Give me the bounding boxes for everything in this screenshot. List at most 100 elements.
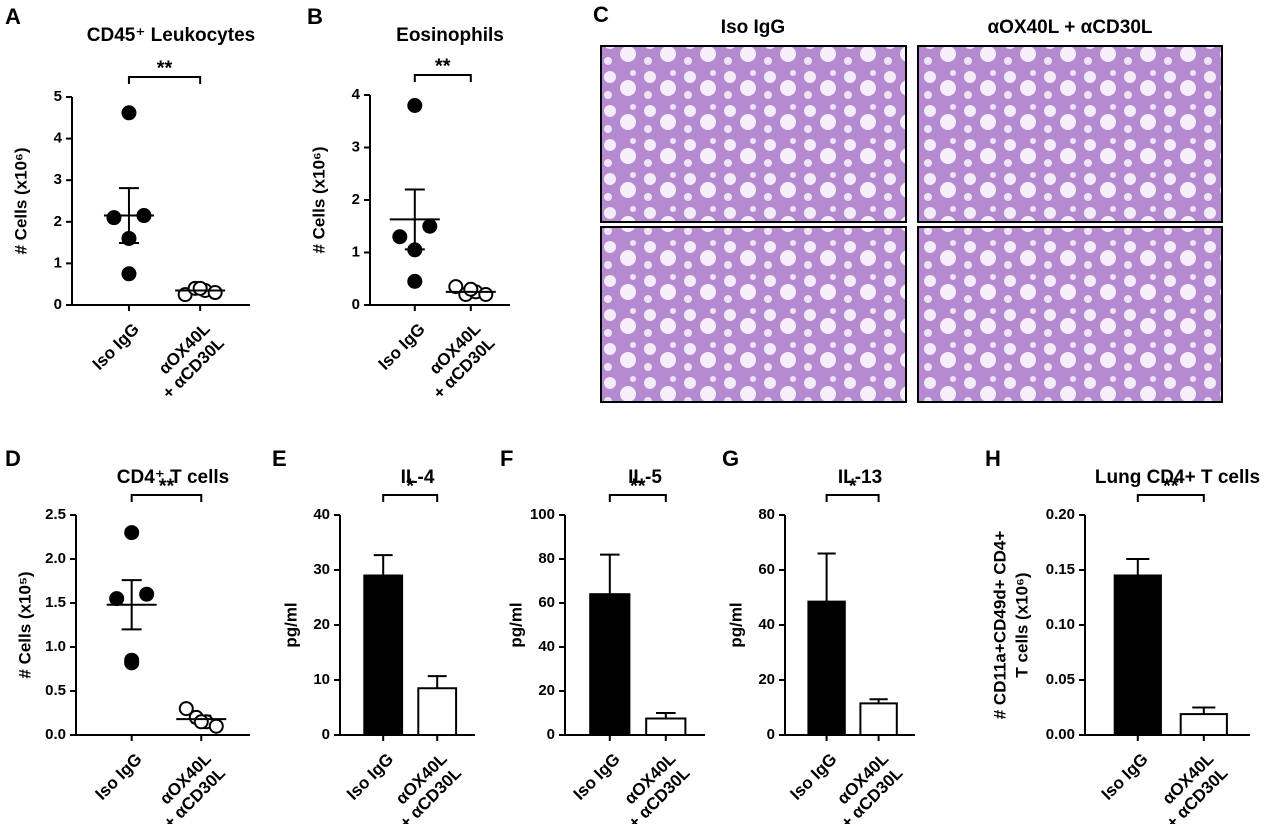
column-header: Iso IgG — [721, 17, 785, 38]
x-tick-label: αOX40L+ αCD30L — [611, 750, 694, 824]
significance-bracket — [608, 494, 667, 502]
chart-title: Lung CD4+ T cells — [1095, 467, 1260, 488]
data-point — [178, 701, 194, 717]
y-tick-label: 2.0 — [45, 550, 66, 567]
y-tick-label: 0 — [54, 296, 62, 313]
error-bar — [1192, 706, 1216, 715]
chart-title: CD45⁺ Leukocytes — [87, 25, 255, 46]
y-tick-label: 100 — [530, 506, 555, 523]
x-tick-label: Iso IgG — [343, 750, 397, 804]
bar — [807, 600, 846, 736]
panel-letter: H — [985, 446, 1001, 471]
y-axis-label: # Cells (x10⁶) — [309, 146, 328, 253]
data-point — [121, 105, 137, 121]
bar — [589, 593, 631, 737]
histology-image — [917, 226, 1223, 403]
significance-label: * — [849, 475, 857, 497]
panel-letter: E — [272, 446, 287, 471]
y-tick-label: 0.15 — [1046, 561, 1075, 578]
bar — [1113, 574, 1162, 736]
significance-bracket — [413, 74, 472, 82]
y-tick-label: 1.0 — [45, 638, 66, 655]
y-tick-label: 40 — [758, 616, 775, 633]
y-tick-label: 20 — [758, 671, 775, 688]
data-point — [121, 230, 137, 246]
x-tick-label: αOX40L+ αCD30L — [146, 750, 229, 824]
data-point — [422, 218, 438, 234]
data-point — [392, 229, 408, 245]
significance-label: ** — [157, 57, 173, 79]
y-axis-label: # CD11a+CD49d+ CD4+ — [990, 531, 1009, 720]
y-tick-label: 0 — [322, 726, 330, 743]
data-point — [407, 98, 423, 113]
data-point — [463, 281, 479, 297]
significance-bracket — [130, 494, 203, 502]
significance-label: ** — [159, 475, 175, 497]
bar — [417, 687, 458, 736]
y-axis-label: pg/ml — [506, 602, 525, 647]
significance-label: ** — [435, 55, 451, 77]
data-point — [124, 525, 140, 541]
x-tick-label: Iso IgG — [375, 320, 429, 374]
significance-bracket — [382, 494, 439, 502]
error-bar — [373, 554, 393, 576]
x-tick-label: Iso IgG — [91, 750, 145, 804]
data-point — [208, 718, 224, 734]
panel-letter: G — [722, 446, 739, 471]
y-tick-label: 0.05 — [1046, 671, 1075, 688]
y-tick-label: 80 — [758, 506, 775, 523]
y-tick-label: 20 — [538, 682, 555, 699]
error-bar — [427, 675, 447, 689]
y-axis-label: T cells (x10⁶) — [1012, 572, 1031, 677]
y-tick-label: 3 — [54, 171, 62, 188]
y-tick-label: 40 — [313, 506, 330, 523]
data-point — [193, 714, 209, 730]
significance-bracket — [825, 494, 880, 502]
y-tick-label: 3 — [352, 138, 360, 155]
x-tick-label: αOX40L+ αCD30L — [416, 320, 499, 403]
data-point — [106, 210, 122, 226]
y-axis-label: # Cells (x10⁵) — [15, 571, 34, 678]
y-tick-label: 4 — [352, 86, 361, 103]
y-tick-label: 40 — [538, 638, 555, 655]
histology-image — [600, 226, 907, 403]
data-point — [124, 655, 140, 671]
chart-title: CD4⁺ T cells — [117, 467, 229, 488]
panel-letter: A — [5, 4, 21, 29]
y-tick-label: 80 — [538, 550, 555, 567]
data-point — [109, 591, 125, 607]
error-bar — [600, 553, 620, 595]
data-point — [407, 242, 423, 258]
data-point — [192, 280, 208, 296]
significance-label: * — [406, 475, 414, 497]
chart-title: Eosinophils — [396, 25, 504, 46]
y-axis-label: pg/ml — [281, 602, 300, 647]
data-point — [478, 287, 494, 302]
bar — [363, 574, 404, 736]
y-tick-label: 20 — [313, 616, 330, 633]
bar — [1179, 713, 1228, 736]
column-header: αOX40L + αCD30L — [987, 17, 1152, 38]
significance-label: ** — [1163, 475, 1179, 497]
y-tick-label: 0 — [352, 296, 360, 313]
chart-title: IL-4 — [401, 467, 435, 488]
y-tick-label: 10 — [313, 671, 330, 688]
y-tick-label: 0 — [767, 726, 775, 743]
y-tick-label: 5 — [54, 88, 62, 105]
x-tick-label: Iso IgG — [570, 750, 624, 804]
y-tick-label: 2.5 — [45, 506, 66, 523]
y-tick-label: 30 — [313, 561, 330, 578]
y-axis-label: # Cells (x10⁶) — [11, 147, 30, 254]
y-tick-label: 1 — [54, 254, 62, 271]
panel-letter: F — [500, 446, 513, 471]
y-tick-label: 0.20 — [1046, 506, 1075, 523]
y-tick-label: 1.5 — [45, 594, 66, 611]
y-tick-label: 0 — [547, 726, 555, 743]
data-point — [139, 586, 155, 602]
y-tick-label: 4 — [54, 130, 63, 147]
x-tick-label: αOX40L+ αCD30L — [145, 320, 228, 403]
y-tick-label: 0.0 — [45, 726, 66, 743]
error-bar — [1126, 558, 1150, 576]
y-tick-label: 2 — [54, 213, 62, 230]
